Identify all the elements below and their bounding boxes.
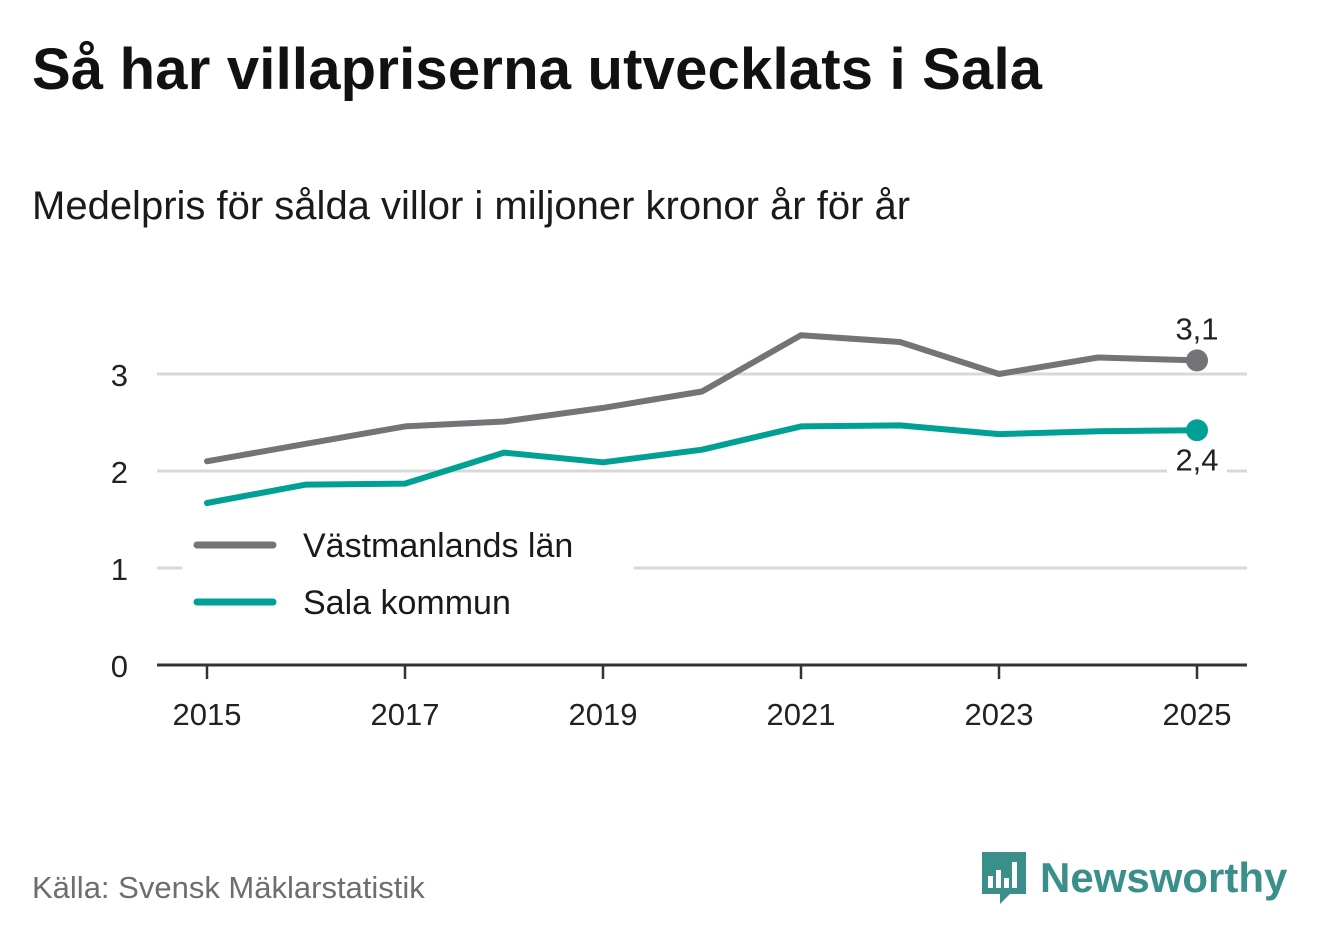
y-tick-label-3: 3 bbox=[111, 358, 128, 393]
x-tick-label-2017: 2017 bbox=[371, 697, 440, 732]
x-tick-label-2025: 2025 bbox=[1163, 697, 1232, 732]
y-axis-ticks: 0 1 2 3 bbox=[111, 358, 128, 684]
y-tick-label-0: 0 bbox=[111, 649, 128, 684]
series-end-marker-1 bbox=[1186, 349, 1208, 372]
newsworthy-logo-icon bbox=[982, 852, 1026, 904]
series-end-label-1: 3,1 bbox=[1175, 311, 1218, 346]
series-line-1 bbox=[204, 332, 1200, 465]
legend: Västmanlands län Sala kommun bbox=[182, 522, 634, 640]
source-note: Källa: Svensk Mäklarstatistik bbox=[32, 870, 425, 905]
series-line-2 bbox=[204, 422, 1200, 506]
legend-label-2: Sala kommun bbox=[303, 584, 511, 622]
x-tick-label-2021: 2021 bbox=[767, 697, 836, 732]
series-lines: 3,1 2,4 bbox=[204, 311, 1227, 506]
series-end-marker-2 bbox=[1186, 419, 1208, 442]
brand-name: Newsworthy bbox=[1040, 854, 1288, 901]
y-tick-label-1: 1 bbox=[111, 552, 128, 587]
legend-label-1: Västmanlands län bbox=[303, 527, 573, 565]
x-tick-label-2019: 2019 bbox=[569, 697, 638, 732]
end-label-background-2 bbox=[1167, 442, 1227, 481]
x-tick-label-2023: 2023 bbox=[965, 697, 1034, 732]
chart-title: Så har villapriserna utvecklats i Sala bbox=[32, 37, 1043, 102]
newsworthy-logo: Newsworthy bbox=[980, 850, 1287, 906]
x-tick-label-2015: 2015 bbox=[173, 697, 242, 732]
chart-subtitle: Medelpris för sålda villor i miljoner kr… bbox=[32, 184, 911, 228]
series-end-label-2: 2,4 bbox=[1175, 442, 1218, 477]
y-tick-label-2: 2 bbox=[111, 455, 128, 490]
x-axis-ticks: 2015 2017 2019 2021 2023 2025 bbox=[173, 665, 1232, 732]
